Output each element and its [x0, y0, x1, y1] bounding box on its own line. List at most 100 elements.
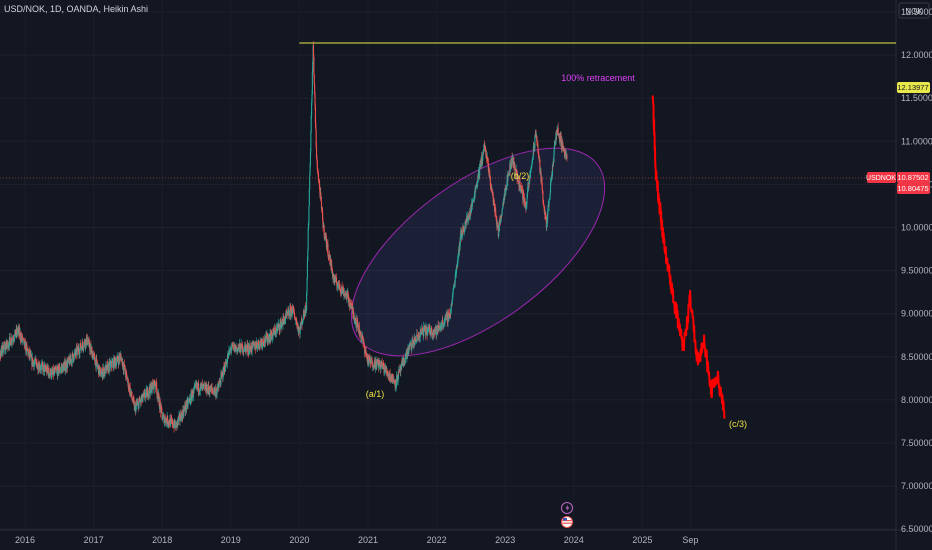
currency-box[interactable] [898, 2, 930, 19]
candle-body [96, 364, 98, 367]
candle-body [102, 374, 104, 378]
candle-body [142, 398, 144, 401]
candle-body [498, 225, 500, 237]
candle-body [479, 162, 481, 167]
candle-body [434, 329, 437, 332]
candle-body [129, 387, 131, 395]
candle-body [454, 274, 456, 283]
candle-body [443, 322, 445, 326]
candle-body [9, 339, 12, 346]
candle-body [359, 332, 361, 335]
candle-body [240, 343, 242, 353]
candle-body [170, 418, 172, 419]
candle-body [153, 380, 155, 390]
candle-body [443, 325, 445, 326]
candle-body [401, 362, 403, 364]
event-flash-icon[interactable] [561, 502, 573, 514]
candle-body [218, 381, 220, 385]
us-flag-icon[interactable] [561, 516, 573, 528]
candle-body [477, 171, 480, 178]
candle-body [202, 384, 204, 386]
candle-body [91, 348, 93, 350]
candle-body [78, 348, 80, 352]
retracement-price-tag [897, 82, 930, 93]
candle-body [335, 277, 337, 282]
candle-body [514, 165, 516, 172]
candle-body [511, 159, 513, 164]
candle-body [263, 341, 265, 345]
candle-body [152, 382, 154, 385]
candle-body [189, 401, 191, 403]
candle-body [148, 393, 150, 394]
projection-line[interactable] [651, 95, 726, 419]
candle-body [85, 338, 87, 345]
time-axis[interactable]: 2016 2017 2018 2019 2020 2021 2022 2023 2024 2025… [15, 535, 698, 545]
candle-body [344, 293, 346, 295]
candle-body [155, 381, 158, 388]
candle-body [11, 341, 13, 343]
candle-body [277, 325, 279, 327]
candle-body [22, 338, 24, 341]
candle-body [71, 353, 73, 364]
candle-body [342, 287, 344, 290]
candle-body [32, 361, 34, 365]
candle-body [237, 348, 239, 350]
candle-body [453, 283, 455, 288]
candle-body [37, 363, 39, 371]
candle-body [218, 387, 220, 388]
candle-body [400, 362, 403, 370]
candle-body [87, 342, 89, 345]
candle-body [206, 393, 208, 394]
candle-body [122, 361, 124, 368]
candle-body [547, 205, 549, 209]
candle-body [54, 369, 56, 373]
candle-body [476, 181, 478, 187]
candle-body [295, 319, 297, 322]
candle-body [24, 341, 26, 346]
wave-ellipse[interactable] [317, 108, 639, 395]
candle-body [271, 330, 273, 336]
candle-body [151, 382, 153, 390]
candle-body [147, 388, 149, 398]
candle-body [563, 147, 565, 152]
price-tick-label: 7.00000 [901, 481, 932, 491]
candle-body [503, 196, 505, 204]
price-tick-label: 9.00000 [901, 309, 932, 319]
candle-body [335, 277, 337, 283]
candle-body [303, 310, 305, 315]
candle-body [545, 219, 547, 220]
candle-body [487, 161, 489, 163]
candle-body [452, 294, 454, 300]
candle-body [298, 329, 300, 331]
candle-body [397, 379, 399, 381]
candle-body [496, 222, 498, 227]
candle-body [461, 234, 463, 239]
candle-body [278, 323, 280, 326]
candle-body [3, 345, 5, 351]
candle-body [558, 134, 560, 138]
candle-body [499, 219, 501, 221]
candle-body [500, 214, 502, 218]
candle-body [361, 336, 363, 338]
candle-body [249, 344, 251, 349]
candle-body [492, 191, 494, 198]
candle-body [332, 270, 334, 278]
candle-body [216, 385, 219, 391]
candle-body [431, 332, 433, 336]
candle-body [311, 72, 313, 95]
candle-body [372, 365, 374, 368]
candle-body [147, 396, 149, 398]
candle-body [202, 385, 204, 387]
candle-body [374, 359, 376, 361]
candle-body [35, 358, 37, 361]
candle-body [156, 387, 158, 395]
candle-body [328, 256, 330, 258]
candle-body [538, 156, 540, 160]
candle-body [144, 392, 146, 398]
candle-body [242, 350, 244, 353]
candle-body [95, 358, 97, 368]
candle-body [441, 323, 443, 330]
candle-body [88, 340, 90, 341]
candle-body [92, 355, 94, 359]
candle-body [48, 367, 50, 374]
